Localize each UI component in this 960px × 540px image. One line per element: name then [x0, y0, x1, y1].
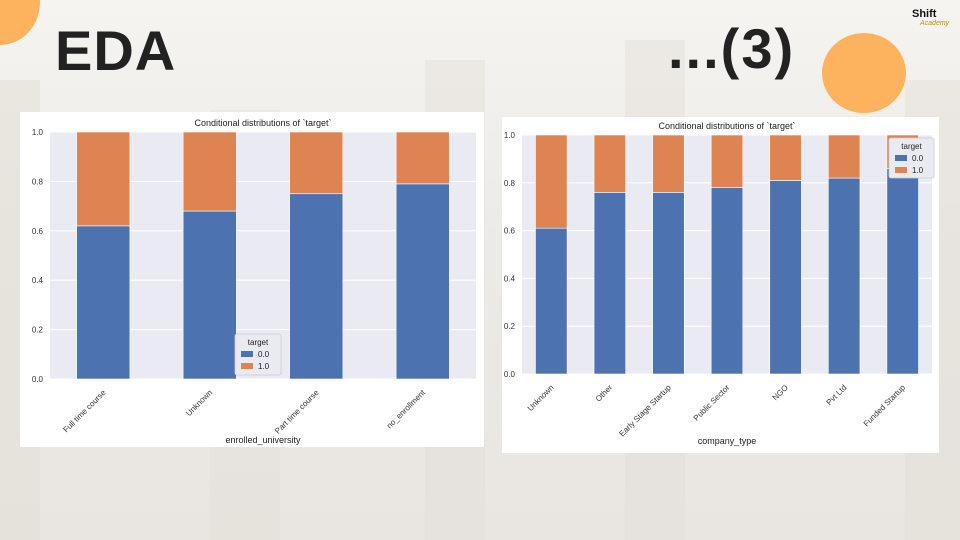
bar-segment-1-0	[395, 131, 450, 185]
x-tick-label: Part time course	[273, 388, 321, 436]
legend-title: target	[248, 338, 269, 347]
x-tick-label: Other	[594, 383, 615, 404]
legend-label: 0.0	[912, 154, 924, 163]
bar-segment-0-0	[769, 180, 802, 375]
bar-segment-1-0	[828, 134, 861, 179]
x-tick-label: Early Stage Startup	[617, 383, 673, 439]
legend-swatch	[241, 363, 253, 369]
bar-segment-1-0	[76, 131, 131, 227]
bar-segment-1-0	[769, 134, 802, 181]
bar-segment-1-0	[652, 134, 685, 193]
legend-swatch	[895, 155, 907, 161]
y-tick-label: 0.4	[32, 276, 44, 285]
bar-segment-0-0	[395, 183, 450, 380]
bar-segment-0-0	[828, 177, 861, 375]
bar-segment-1-0	[535, 134, 568, 229]
legend-swatch	[895, 167, 907, 173]
bar-segment-0-0	[710, 187, 744, 375]
bar-segment-0-0	[652, 192, 685, 375]
x-axis-label: company_type	[698, 436, 757, 446]
legend-swatch	[241, 351, 253, 357]
y-tick-label: 0.8	[32, 177, 44, 186]
chart-title: Conditional distributions of `target`	[194, 118, 331, 128]
y-tick-label: 0.4	[504, 274, 516, 283]
bar-segment-0-0	[593, 192, 626, 375]
bar-segment-1-0	[289, 131, 344, 195]
chart-title: Conditional distributions of `target`	[658, 121, 795, 131]
slide-title: EDA	[55, 19, 177, 82]
y-tick-label: 0.6	[504, 227, 516, 236]
x-tick-label: Unknown	[526, 383, 556, 413]
bar-segment-0-0	[289, 193, 344, 380]
bar-segment-1-0	[593, 134, 626, 193]
bar-segment-1-0	[182, 131, 237, 212]
y-tick-label: 1.0	[32, 128, 44, 137]
brand-logo: Shift Academy	[912, 8, 958, 28]
x-tick-label: NGO	[771, 383, 790, 402]
legend-title: target	[901, 142, 922, 151]
slide-title-part: ...(3)	[668, 17, 796, 80]
y-tick-label: 0.2	[504, 322, 516, 331]
x-tick-label: Pvt Ltd	[825, 383, 849, 407]
bar-segment-0-0	[76, 225, 131, 380]
logo-subtext: Academy	[920, 20, 950, 27]
chart-enrolled-university: 0.0 0.2 0.4 0.6 0.8 1.0 Full time course Unknow…	[32, 118, 476, 445]
y-tick-label: 0.2	[32, 326, 44, 335]
bar-segment-0-0	[535, 227, 568, 375]
legend-label: 1.0	[258, 362, 270, 371]
chart-company-type: 0.0 0.2 0.4 0.6 0.8 1.0 Unknown Other Early Stag…	[504, 121, 935, 446]
y-tick-label: 0.8	[504, 179, 516, 188]
y-tick-label: 0.0	[32, 375, 44, 384]
chart-panel-enrolled-university: 0.0 0.2 0.4 0.6 0.8 1.0 Full time course Unknow…	[20, 112, 484, 447]
logo-text: Shift	[912, 8, 937, 20]
decorative-circle	[822, 33, 906, 113]
legend-label: 1.0	[912, 166, 924, 175]
y-tick-label: 0.6	[32, 227, 44, 236]
bar-segment-0-0	[886, 168, 919, 375]
x-tick-label: Funded Startup	[862, 383, 908, 429]
x-tick-label: Full time course	[61, 388, 108, 435]
x-tick-label: no_enrollment	[385, 388, 428, 431]
y-tick-label: 1.0	[504, 131, 516, 140]
x-tick-label: Unknown	[184, 388, 214, 418]
legend-label: 0.0	[258, 350, 270, 359]
x-tick-label: Public Sector	[692, 383, 732, 423]
bar-segment-0-0	[182, 210, 237, 380]
bar-segment-1-0	[710, 134, 744, 188]
chart-panel-company-type: 0.0 0.2 0.4 0.6 0.8 1.0 Unknown Other Early Stag…	[502, 117, 939, 453]
y-tick-label: 0.0	[504, 370, 516, 379]
x-axis-label: enrolled_university	[225, 435, 301, 445]
